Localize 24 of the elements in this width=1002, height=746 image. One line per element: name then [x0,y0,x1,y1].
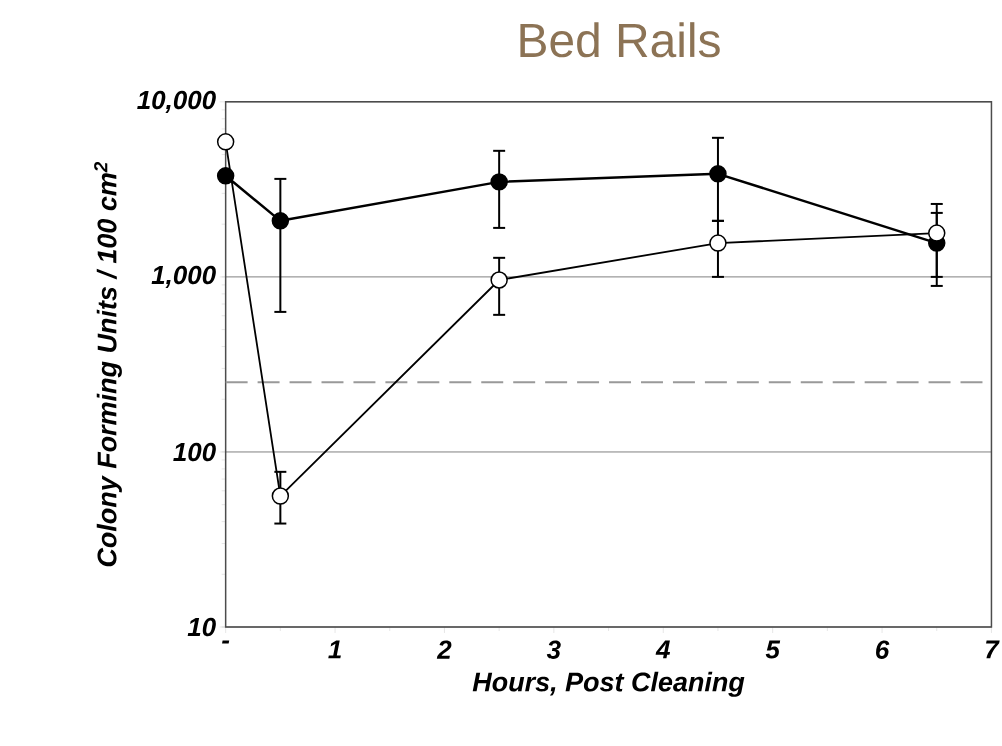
x-tick-label: 5 [765,640,781,659]
chart-title: Bed Rails [520,22,720,58]
point [216,167,235,185]
y-tick-label: 10 [187,617,216,637]
y-axis-title: Colony Forming Units / 100 cm$^{2}$ [94,161,122,567]
point [490,173,508,191]
y-tick-label: 10,000 [137,90,216,113]
point [709,234,727,252]
x-tick-label: 4 [655,640,671,659]
point [490,271,508,289]
x-tick-label: 3 [546,640,561,659]
x-axis-title: Hours, Post Cleaning [472,671,745,697]
y-tick-label: 100 [173,442,216,462]
point [928,224,946,242]
x-tick-label: 2 [436,640,452,659]
x-tick-label: 7 [986,640,1000,659]
x-tick-label: 6 [876,640,890,659]
point [709,165,727,183]
point [271,487,290,505]
point [271,212,290,230]
x-tick-label: 1 [328,640,341,659]
x-tick-label: - [222,640,230,644]
point [216,133,235,151]
y-tick-label: 1,000 [151,265,216,289]
